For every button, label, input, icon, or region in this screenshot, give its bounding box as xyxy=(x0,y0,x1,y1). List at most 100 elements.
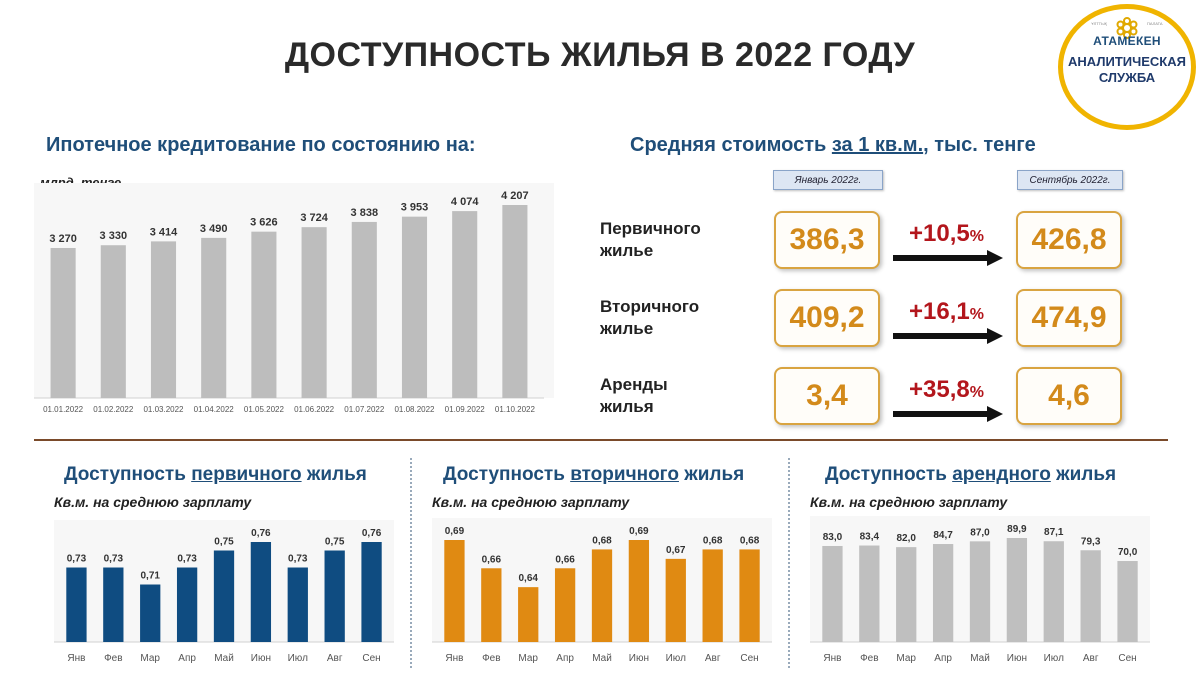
mini-title-primary-underlined: первичного xyxy=(191,464,302,485)
tick-label: Июн xyxy=(629,653,649,664)
pct-primary: +10,5% xyxy=(909,220,984,248)
primary-affordability-chart: 0,73 Янв 0,73 Фев 0,71 Мар 0,73 Апр 0,75 Май 0,76 И… xyxy=(54,520,394,664)
section-divider xyxy=(34,439,1168,441)
atameken-logo: ҰЛТТЫҚ ПАЛАТА АТАМЕКЕН АНАЛИТИЧЕСКАЯ СЛУ… xyxy=(1058,4,1196,130)
tick-label: 01.05.2022 xyxy=(244,405,285,414)
prices-title-pre: Средняя стоимость xyxy=(630,134,832,156)
bar-01.07.2022 xyxy=(351,221,377,398)
price-primary-to: 426,8 xyxy=(1016,211,1122,269)
mini-title-primary: Доступность первичного жилья xyxy=(64,464,367,486)
bar-01.08.2022 xyxy=(401,216,428,398)
bar-Апр xyxy=(176,567,198,642)
tick-label: Сен xyxy=(740,653,758,664)
tick-label: Сен xyxy=(362,653,380,664)
mini-title-primary-post: жилья xyxy=(301,464,367,485)
mini-title-secondary-post: жилья xyxy=(678,464,745,485)
mini-sub-rental: Кв.м. на среднюю зарплату xyxy=(810,494,1008,510)
secondary-affordability-chart: 0,69 Янв 0,66 Фев 0,64 Мар 0,66 Апр 0,68 Май 0,69 И… xyxy=(432,518,772,664)
price-secondary-from: 409,2 xyxy=(774,289,880,347)
tick-label: Фев xyxy=(104,653,122,664)
pct-primary-value: +10,5 xyxy=(909,220,970,247)
tick-label: Апр xyxy=(934,653,952,664)
mini-title-rental-post: жилья xyxy=(1050,464,1117,485)
bar-Фев xyxy=(481,568,502,642)
data-label: 0,68 xyxy=(592,535,612,546)
bar-Мар xyxy=(140,584,161,642)
row-label-rental-2: жилья xyxy=(600,397,654,416)
mini-title-primary-pre: Доступность xyxy=(64,464,192,485)
pct-secondary-value: +16,1 xyxy=(909,298,970,325)
arrow-right-icon xyxy=(893,250,1003,266)
tick-label: 01.10.2022 xyxy=(495,405,536,414)
bar-Авг xyxy=(324,550,345,642)
bar-Янв xyxy=(66,567,87,642)
mini-title-secondary-pre: Доступность xyxy=(443,464,571,485)
bar-Июн xyxy=(628,540,650,642)
bar-01.05.2022 xyxy=(251,231,277,398)
bar-01.04.2022 xyxy=(201,237,227,398)
bar-Сен xyxy=(739,549,760,642)
price-primary-from: 386,3 xyxy=(774,211,880,269)
atameken-emblem-icon xyxy=(1116,17,1138,39)
tick-label: Фев xyxy=(860,653,878,664)
tick-label: 01.08.2022 xyxy=(394,405,435,414)
pct-rental: +35,8% xyxy=(909,376,984,404)
tick-label: Фев xyxy=(482,653,500,664)
bar-Июл xyxy=(665,558,686,642)
bar-Авг xyxy=(702,549,723,642)
mini-title-secondary-underlined: вторичного xyxy=(570,464,679,485)
tick-label: 01.07.2022 xyxy=(344,405,385,414)
tick-label: Авг xyxy=(1083,653,1099,664)
data-label: 0,75 xyxy=(325,537,345,548)
rental-affordability-chart: 83,0 Янв 83,4 Фев 82,0 Мар 84,7 Апр 87,0 Май 89,9 И… xyxy=(810,516,1150,664)
bar-Апр xyxy=(554,568,576,642)
tick-label: 01.02.2022 xyxy=(93,405,134,414)
data-label: 0,73 xyxy=(104,554,124,565)
tick-label: Июл xyxy=(288,653,308,664)
data-label: 0,73 xyxy=(177,554,197,565)
bar-01.02.2022 xyxy=(100,245,126,398)
row-label-rental: Аренды жилья xyxy=(600,374,668,418)
row-label-primary-1: Первичного xyxy=(600,219,701,238)
bar-Июл xyxy=(1043,541,1064,642)
data-label: 0,66 xyxy=(482,554,502,565)
tick-label: Май xyxy=(970,653,990,664)
bar-Июн xyxy=(1006,538,1028,642)
data-label: 3 953 xyxy=(401,202,429,214)
data-label: 0,67 xyxy=(666,545,686,556)
data-label: 3 330 xyxy=(100,230,128,242)
data-label: 79,3 xyxy=(1081,536,1101,547)
tick-label: Сен xyxy=(1118,653,1136,664)
pct-rental-value: +35,8 xyxy=(909,376,970,403)
mortgage-chart: 3 270 01.01.2022 3 330 01.02.2022 3 414 01.03… xyxy=(34,183,554,414)
tick-label: 01.01.2022 xyxy=(43,405,84,414)
mini-title-rental-pre: Доступность xyxy=(825,464,953,485)
data-label: 0,68 xyxy=(703,535,723,546)
logo-service-line2: СЛУЖБА xyxy=(1098,70,1156,85)
bar-01.03.2022 xyxy=(150,241,177,398)
prices-title: Средняя стоимость за 1 кв.м., тыс. тенге xyxy=(630,134,1036,157)
data-label: 0,64 xyxy=(518,573,538,584)
bar-Сен xyxy=(361,542,382,642)
data-label: 0,73 xyxy=(288,554,308,565)
column-separator xyxy=(410,458,412,668)
bar-Май xyxy=(591,549,613,642)
logo-brand: АТАМЕКЕН xyxy=(1093,34,1161,48)
tick-label: Мар xyxy=(140,653,160,664)
tick-label: 01.09.2022 xyxy=(445,405,486,414)
arrow-right-icon xyxy=(893,406,1003,422)
data-label: 0,69 xyxy=(629,526,649,537)
tick-label: Мар xyxy=(518,653,538,664)
mini-title-rental-underlined: арендного xyxy=(952,464,1051,485)
tick-label: Май xyxy=(214,653,234,664)
bar-Апр xyxy=(932,544,954,642)
tag-from: Январь 2022г. xyxy=(773,170,883,190)
bar-01.01.2022 xyxy=(50,247,76,398)
tick-label: Июл xyxy=(666,653,686,664)
bar-Июн xyxy=(250,542,272,642)
row-label-primary: Первичного жилье xyxy=(600,218,701,262)
data-label: 3 270 xyxy=(49,233,77,245)
data-label: 0,76 xyxy=(251,528,271,539)
data-label: 0,76 xyxy=(362,528,382,539)
tick-label: Июл xyxy=(1044,653,1064,664)
